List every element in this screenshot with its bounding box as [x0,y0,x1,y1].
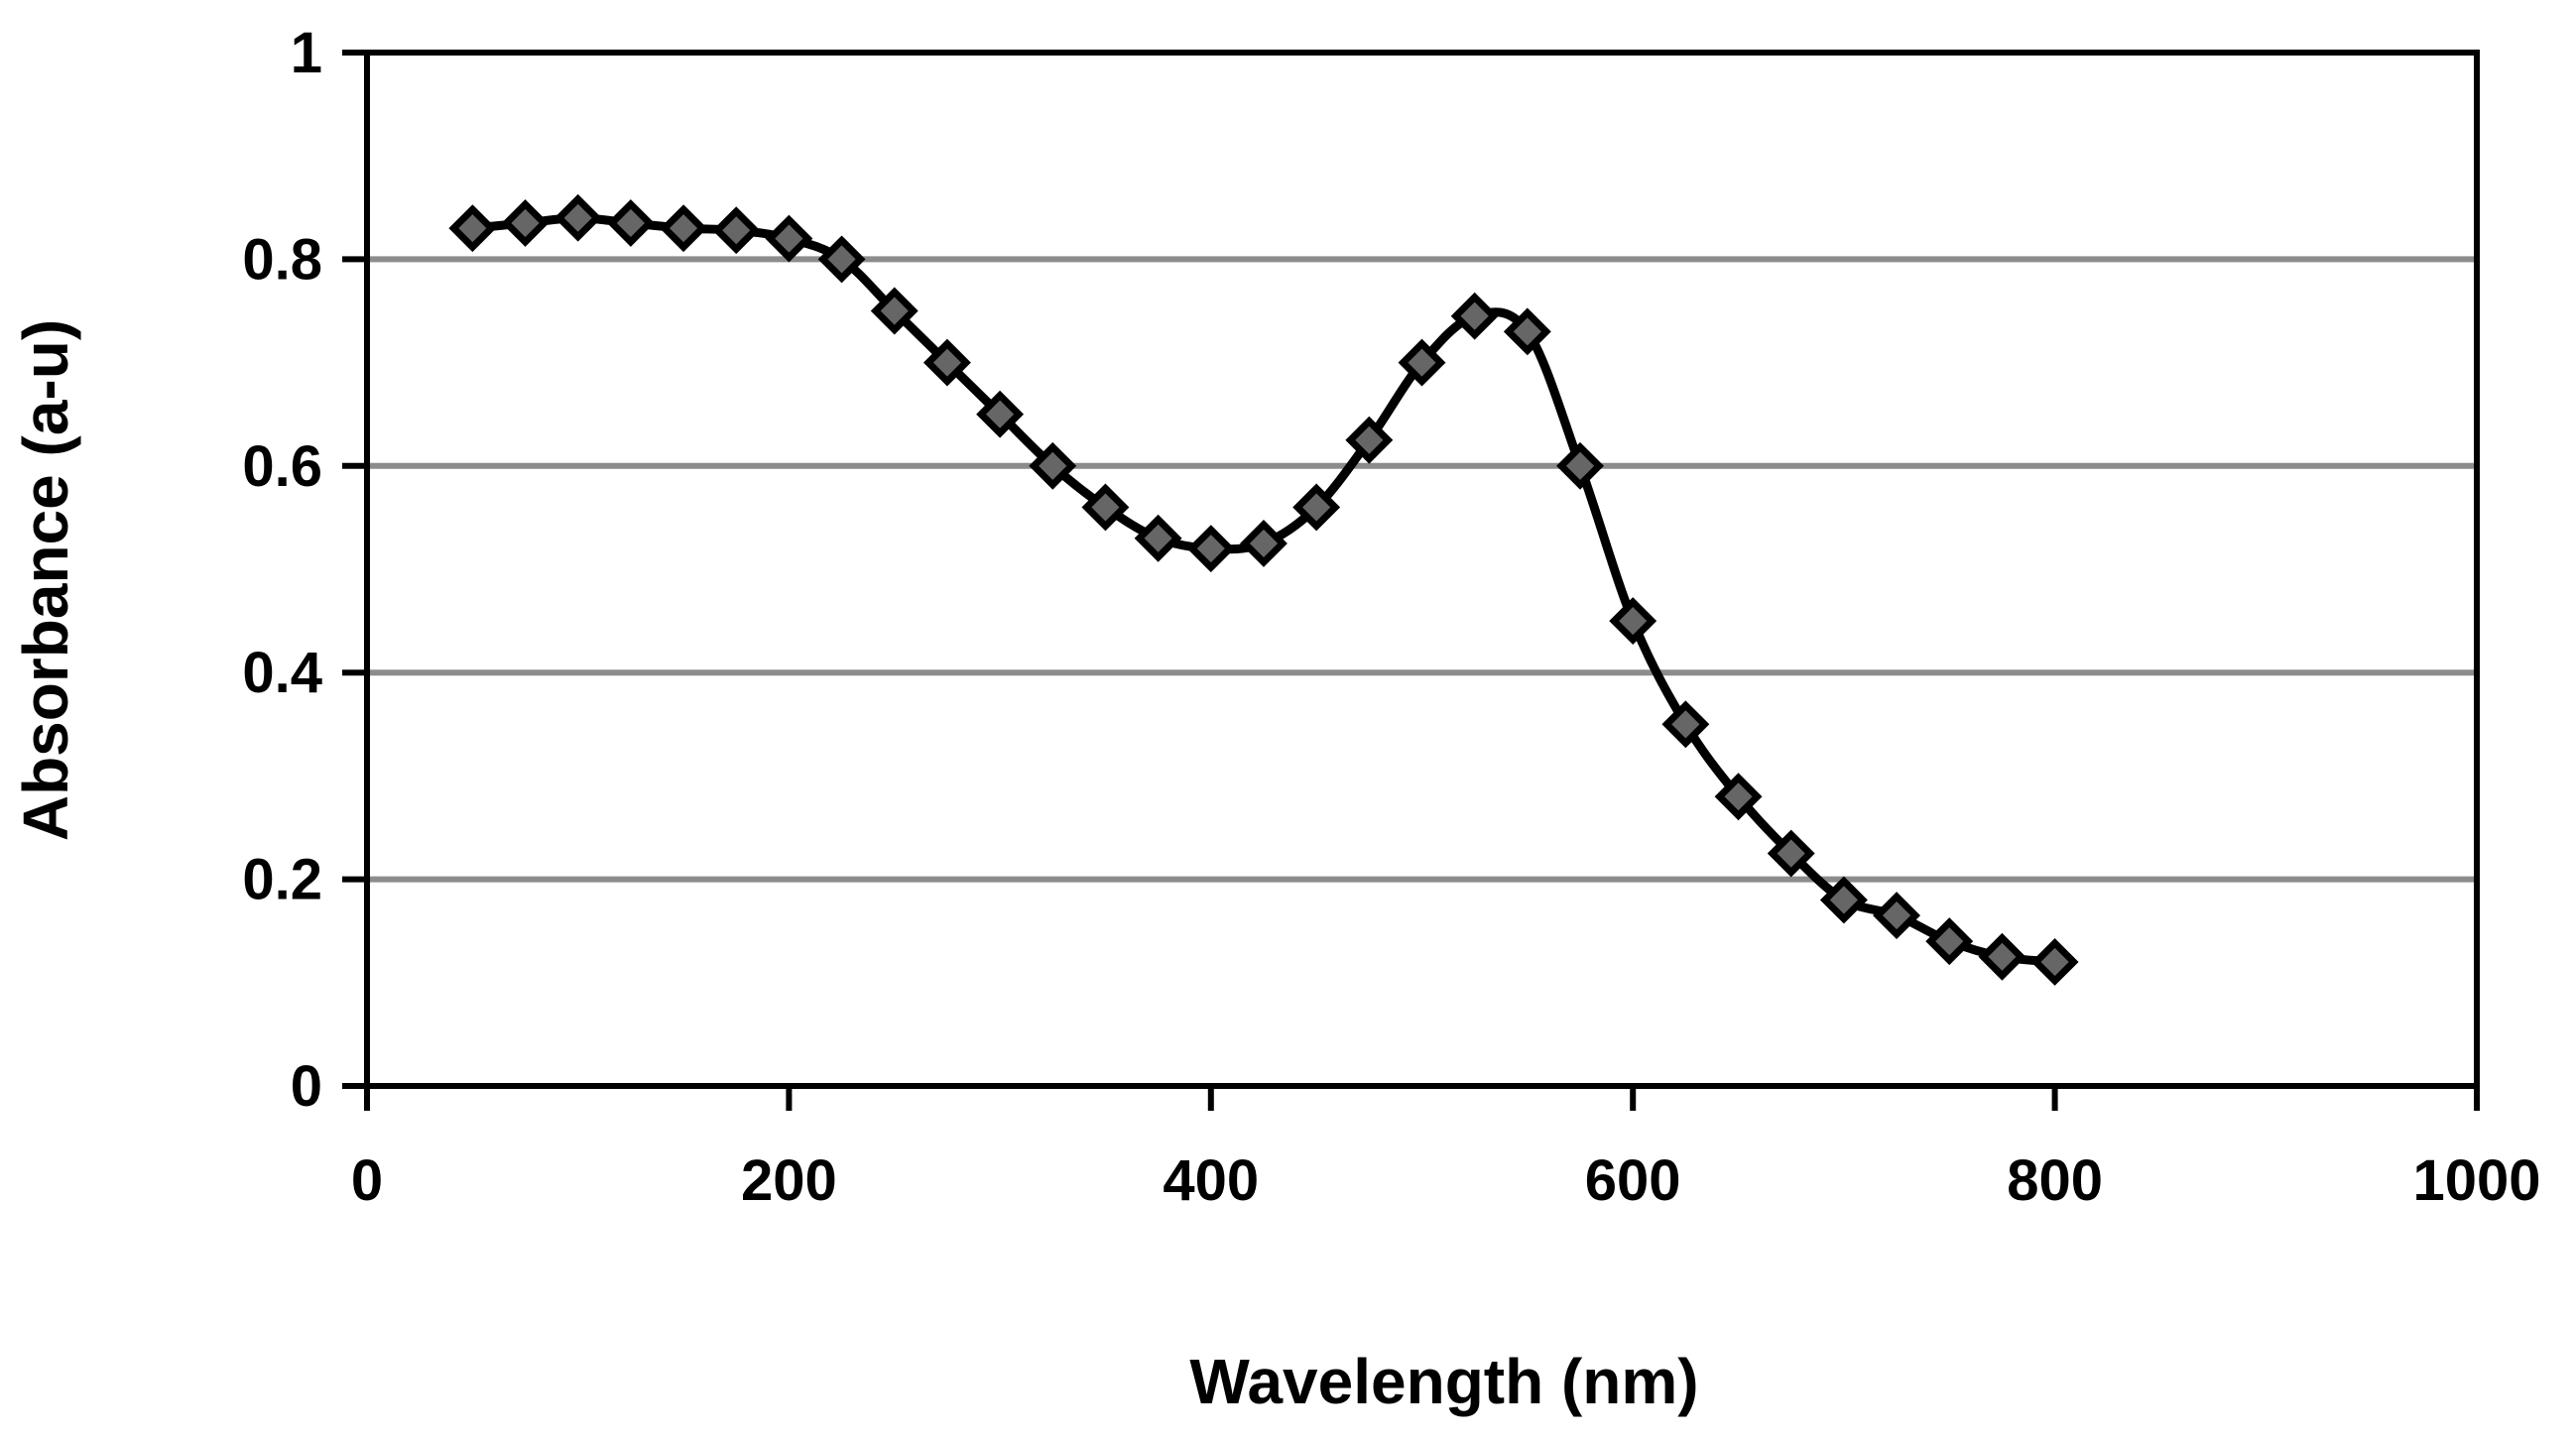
data-point-marker [1240,520,1288,567]
data-point-marker [501,198,550,247]
y-tick-label: 0.4 [242,641,322,705]
y-axis-title: Absorbance (a-u) [10,319,81,841]
data-point-marker [1345,416,1394,464]
y-tick-label: 0.2 [242,848,322,912]
grid-lines [367,256,2477,883]
x-tick-label: 800 [2007,1148,2103,1213]
y-tick-label: 0.8 [242,227,322,292]
x-tick-label: 400 [1163,1148,1259,1213]
data-markers [448,193,2079,986]
y-tick-label: 0 [291,1054,322,1119]
data-point-marker [1978,932,2026,981]
data-point-marker [1609,597,1657,646]
data-point-marker [765,214,813,263]
series-line [467,213,2060,967]
data-point-marker [1398,338,1446,387]
data-point-marker [448,204,497,253]
data-point-marker [606,198,655,247]
y-tick-label: 1 [291,21,322,85]
data-point-marker [1767,829,1815,878]
data-point-marker [1661,700,1710,749]
data-point-marker [2030,938,2079,986]
x-tick-label: 200 [741,1148,837,1213]
axes [342,50,2480,1111]
data-point-marker [1081,483,1130,532]
data-series [467,213,2060,967]
data-point-marker [976,390,1025,438]
data-point-marker [1134,514,1182,562]
data-point-marker [1714,773,1763,821]
data-point-marker [1029,441,1077,490]
data-point-marker [1556,441,1604,490]
data-point-marker [1925,917,1974,966]
tick-labels: 0 0.2 0.4 0.6 0.8 1 0 200 400 600 800 1000 [242,21,2540,1213]
data-point-marker [1186,525,1235,573]
y-tick-label: 0.6 [242,434,322,499]
data-point-marker [1292,483,1341,532]
x-axis-title: Wavelength (nm) [1189,1346,1698,1417]
x-tick-label: 1000 [2412,1148,2540,1213]
data-point-marker [1873,892,1921,940]
data-point-marker [712,206,761,255]
data-point-marker [553,193,602,242]
data-point-marker [870,287,919,335]
data-point-marker [1450,292,1499,340]
data-point-marker [1503,307,1551,356]
x-tick-label: 0 [351,1148,383,1213]
data-point-marker [817,235,866,284]
x-tick-label: 600 [1585,1148,1681,1213]
data-point-marker [1819,876,1868,924]
data-point-marker [660,204,707,253]
data-point-marker [922,338,971,387]
